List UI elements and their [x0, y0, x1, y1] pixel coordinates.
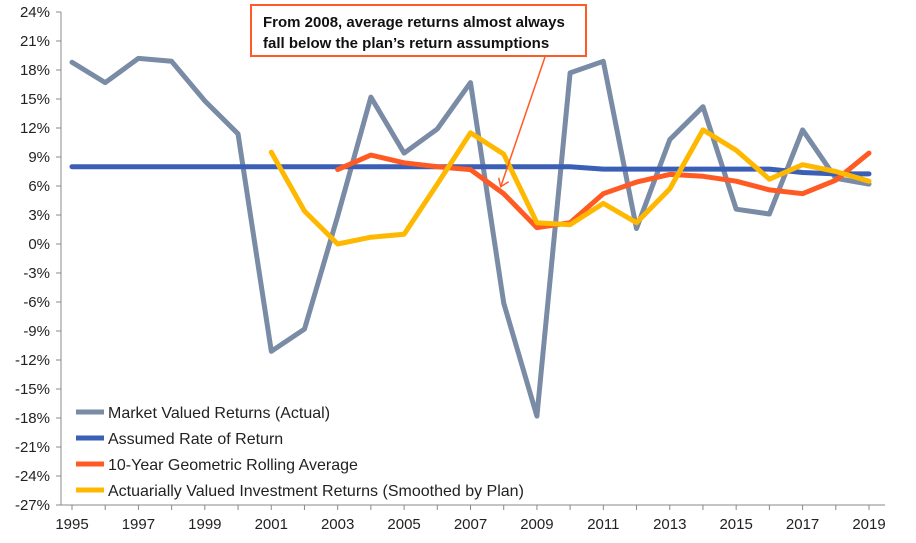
- x-tick-label: 2001: [255, 516, 288, 533]
- x-tick-label: 1995: [55, 516, 88, 533]
- x-tick-label: 2015: [719, 516, 752, 533]
- y-tick-label: 0%: [28, 236, 50, 253]
- legend: Market Valued Returns (Actual) Assumed Ra…: [76, 405, 524, 500]
- x-tick-label: 2013: [653, 516, 686, 533]
- series-line-4: [268, 127, 872, 247]
- legend-label: Market Valued Returns (Actual): [108, 405, 330, 422]
- y-tick-label: 9%: [28, 149, 50, 166]
- y-tick-label: -15%: [15, 381, 50, 398]
- x-tick-label: 2003: [321, 516, 354, 533]
- y-tick-label: 18%: [20, 62, 50, 79]
- y-tick-label: 21%: [20, 33, 50, 50]
- y-tick-label: 12%: [20, 120, 50, 137]
- y-tick-label: 6%: [28, 178, 50, 195]
- series-lines: [69, 55, 872, 419]
- axes: 24% 21% 18% 15% 12% 9% 6% 3% 0% -3% -6% -9% -12% -15%…: [15, 4, 886, 533]
- annotation-arrow: [499, 56, 546, 187]
- series-line-2: [69, 164, 872, 177]
- legend-label: 10-Year Geometric Rolling Average: [108, 457, 358, 474]
- y-tick-label: -18%: [15, 410, 50, 427]
- legend-label: Assumed Rate of Return: [108, 431, 283, 448]
- y-tick-label: -3%: [23, 265, 50, 282]
- x-tick-label: 2019: [852, 516, 885, 533]
- x-tick-label: 2011: [587, 516, 619, 533]
- x-tick-label: 2007: [454, 516, 487, 533]
- x-tick-label: 2017: [786, 516, 819, 533]
- y-tick-label: 24%: [20, 4, 50, 21]
- x-tick-label: 2005: [387, 516, 420, 533]
- annotation-line-2: fall below the plan’s return assumptions: [263, 35, 549, 52]
- x-tick-label: 2009: [520, 516, 553, 533]
- x-tick-label: 1997: [122, 516, 155, 533]
- y-tick-label: -27%: [15, 497, 50, 514]
- series-line-1: [69, 55, 872, 419]
- annotation-arrowhead: [497, 177, 510, 188]
- y-tick-label: -6%: [23, 294, 50, 311]
- annotation-line-1: From 2008, average returns almost always: [263, 14, 565, 31]
- annotation: From 2008, average returns almost always…: [250, 4, 587, 188]
- legend-label: Actuarially Valued Investment Returns (S…: [108, 483, 524, 500]
- y-tick-label: -24%: [15, 468, 50, 485]
- series-line-3: [335, 150, 872, 231]
- x-tick-label: 1999: [188, 516, 221, 533]
- y-tick-label: -12%: [15, 352, 50, 369]
- y-tick-label: -9%: [23, 323, 50, 340]
- y-tick-label: 15%: [20, 91, 50, 108]
- y-tick-label: 3%: [28, 207, 50, 224]
- y-tick-label: -21%: [15, 439, 50, 456]
- annotation-box: [250, 4, 587, 57]
